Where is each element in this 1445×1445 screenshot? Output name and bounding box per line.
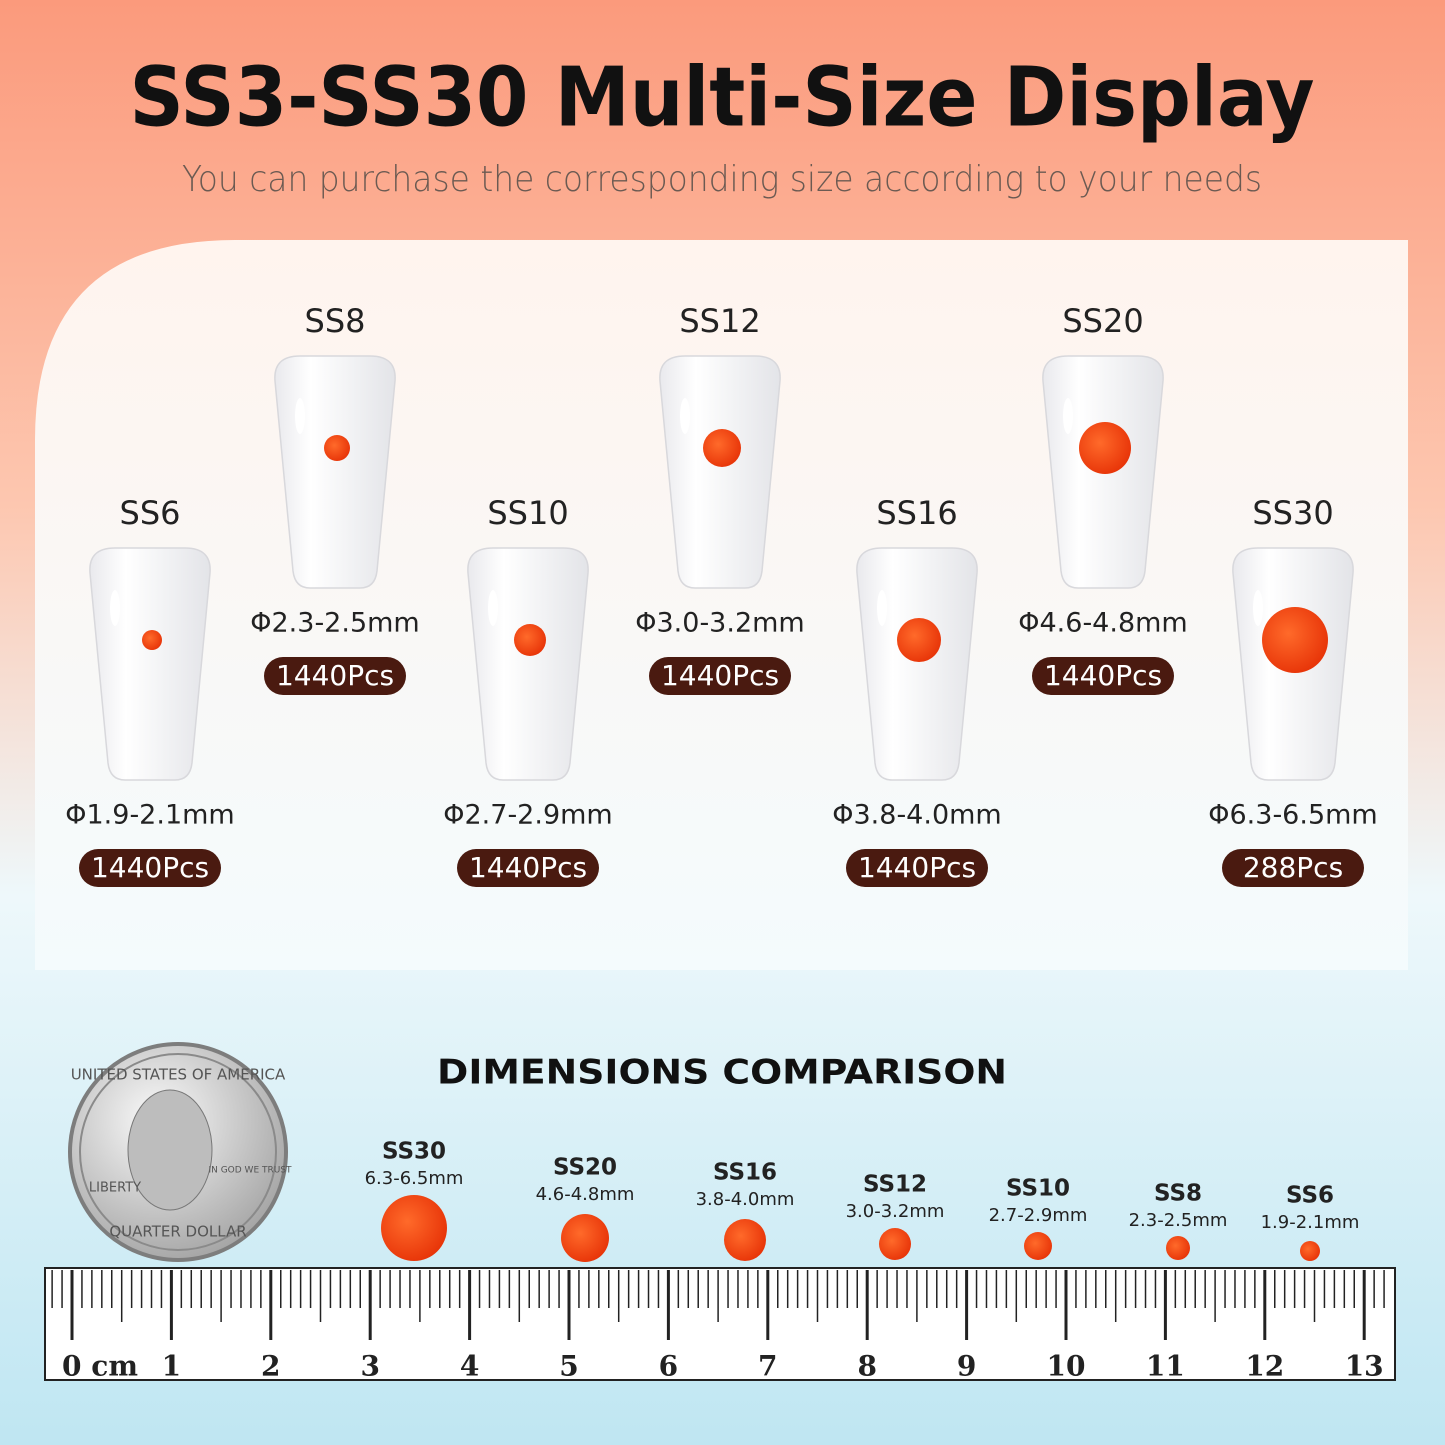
ruler-label: 1 xyxy=(162,1350,181,1383)
count-pill xyxy=(264,657,406,695)
rhinestone xyxy=(897,618,941,662)
count: 1440Pcs xyxy=(858,851,976,884)
nail-highlight xyxy=(488,590,498,626)
ruler-label: 12 xyxy=(1245,1350,1284,1383)
nail xyxy=(274,355,396,589)
size-name: SS6 xyxy=(120,494,181,532)
rhinestone xyxy=(514,624,546,656)
size-name: SS30 xyxy=(1252,494,1333,532)
nail-highlight xyxy=(1253,590,1263,626)
nail xyxy=(89,547,211,781)
count: 1440Pcs xyxy=(469,851,587,884)
comparison-range: 4.6-4.8mm xyxy=(536,1184,635,1205)
size-name: SS12 xyxy=(679,302,760,340)
size-name: SS10 xyxy=(487,494,568,532)
ruler-label: 2 xyxy=(261,1350,280,1383)
diameter: Φ1.9-2.1mm xyxy=(65,800,234,831)
nail xyxy=(856,547,978,781)
ruler-label: 0 cm xyxy=(62,1350,138,1383)
count: 1440Pcs xyxy=(276,659,394,692)
comparison-gem xyxy=(561,1214,609,1262)
count: 288Pcs xyxy=(1243,851,1343,884)
diameter: Φ2.3-2.5mm xyxy=(250,608,419,639)
ruler-label: 9 xyxy=(957,1350,976,1383)
comparison-name: SS16 xyxy=(713,1160,777,1186)
display-panel xyxy=(35,240,1408,970)
count: 1440Pcs xyxy=(1044,659,1162,692)
coin-rim xyxy=(79,1053,277,1251)
count: 1440Pcs xyxy=(91,851,209,884)
ruler-label: 3 xyxy=(360,1350,379,1383)
comparison-range: 2.7-2.9mm xyxy=(989,1205,1088,1226)
nail-highlight xyxy=(877,590,887,626)
comparison-name: SS6 xyxy=(1286,1183,1334,1209)
ruler-label: 7 xyxy=(758,1350,777,1383)
ruler xyxy=(44,1267,1396,1381)
ruler-label: 11 xyxy=(1146,1350,1185,1383)
count-pill xyxy=(1222,849,1364,887)
comparison-range: 3.8-4.0mm xyxy=(696,1189,795,1210)
comparison-gem xyxy=(879,1228,911,1260)
comparison-gem xyxy=(724,1219,766,1261)
comparison-title: DIMENSIONS COMPARISON xyxy=(437,1053,1007,1093)
rhinestone xyxy=(1262,607,1328,673)
comparison-name: SS30 xyxy=(382,1139,446,1165)
comparison-gem xyxy=(1166,1236,1190,1260)
comparison-gem xyxy=(1300,1241,1320,1261)
comparison-name: SS10 xyxy=(1006,1176,1070,1202)
nail xyxy=(467,547,589,781)
rhinestone xyxy=(703,429,741,467)
coin: UNITED STATES OF AMERICA IN GOD WE TRUST… xyxy=(68,1042,292,1262)
nail-highlight xyxy=(295,398,305,434)
diameter: Φ3.0-3.2mm xyxy=(635,608,804,639)
comparison-gem xyxy=(1024,1232,1052,1260)
comparison-name: SS8 xyxy=(1154,1181,1202,1207)
nail xyxy=(659,355,781,589)
comparison-name: SS20 xyxy=(553,1155,617,1181)
coin-text: LIBERTY xyxy=(89,1181,141,1196)
ruler-label: 6 xyxy=(659,1350,678,1383)
count-pill xyxy=(79,849,221,887)
diameter: Φ4.6-4.8mm xyxy=(1018,608,1187,639)
comparison-gem xyxy=(381,1195,447,1261)
count: 1440Pcs xyxy=(661,659,779,692)
size-name: SS8 xyxy=(305,302,366,340)
rhinestone xyxy=(1079,422,1131,474)
comparison-range: 3.0-3.2mm xyxy=(846,1201,945,1222)
comparison-range: 6.3-6.5mm xyxy=(365,1168,464,1189)
count-pill xyxy=(1032,657,1174,695)
ruler-label: 5 xyxy=(559,1350,578,1383)
title: SS3-SS30 Multi-Size Display xyxy=(130,50,1315,145)
diameter: Φ2.7-2.9mm xyxy=(443,800,612,831)
ruler-label: 8 xyxy=(857,1350,876,1383)
coin-portrait xyxy=(127,1089,213,1211)
ruler-label: 10 xyxy=(1047,1350,1086,1383)
count-pill xyxy=(649,657,791,695)
comparison-range: 2.3-2.5mm xyxy=(1129,1210,1228,1231)
count-pill xyxy=(846,849,988,887)
coin-text: QUARTER DOLLAR xyxy=(109,1223,246,1241)
ruler-label: 13 xyxy=(1345,1350,1384,1383)
size-name: SS20 xyxy=(1062,302,1143,340)
rhinestone xyxy=(142,630,162,650)
count-pill xyxy=(457,849,599,887)
rhinestone xyxy=(324,435,350,461)
coin-text: IN GOD WE TRUST xyxy=(208,1166,292,1176)
comparison-range: 1.9-2.1mm xyxy=(1261,1212,1360,1233)
nail-highlight xyxy=(680,398,690,434)
comparison-name: SS12 xyxy=(863,1172,927,1198)
nail-highlight xyxy=(1063,398,1073,434)
nail-highlight xyxy=(110,590,120,626)
size-name: SS16 xyxy=(876,494,957,532)
coin-text: UNITED STATES OF AMERICA xyxy=(71,1066,286,1084)
diameter: Φ6.3-6.5mm xyxy=(1208,800,1377,831)
subtitle: You can purchase the corresponding size … xyxy=(182,159,1262,200)
ruler-label: 4 xyxy=(460,1350,479,1383)
diameter: Φ3.8-4.0mm xyxy=(832,800,1001,831)
